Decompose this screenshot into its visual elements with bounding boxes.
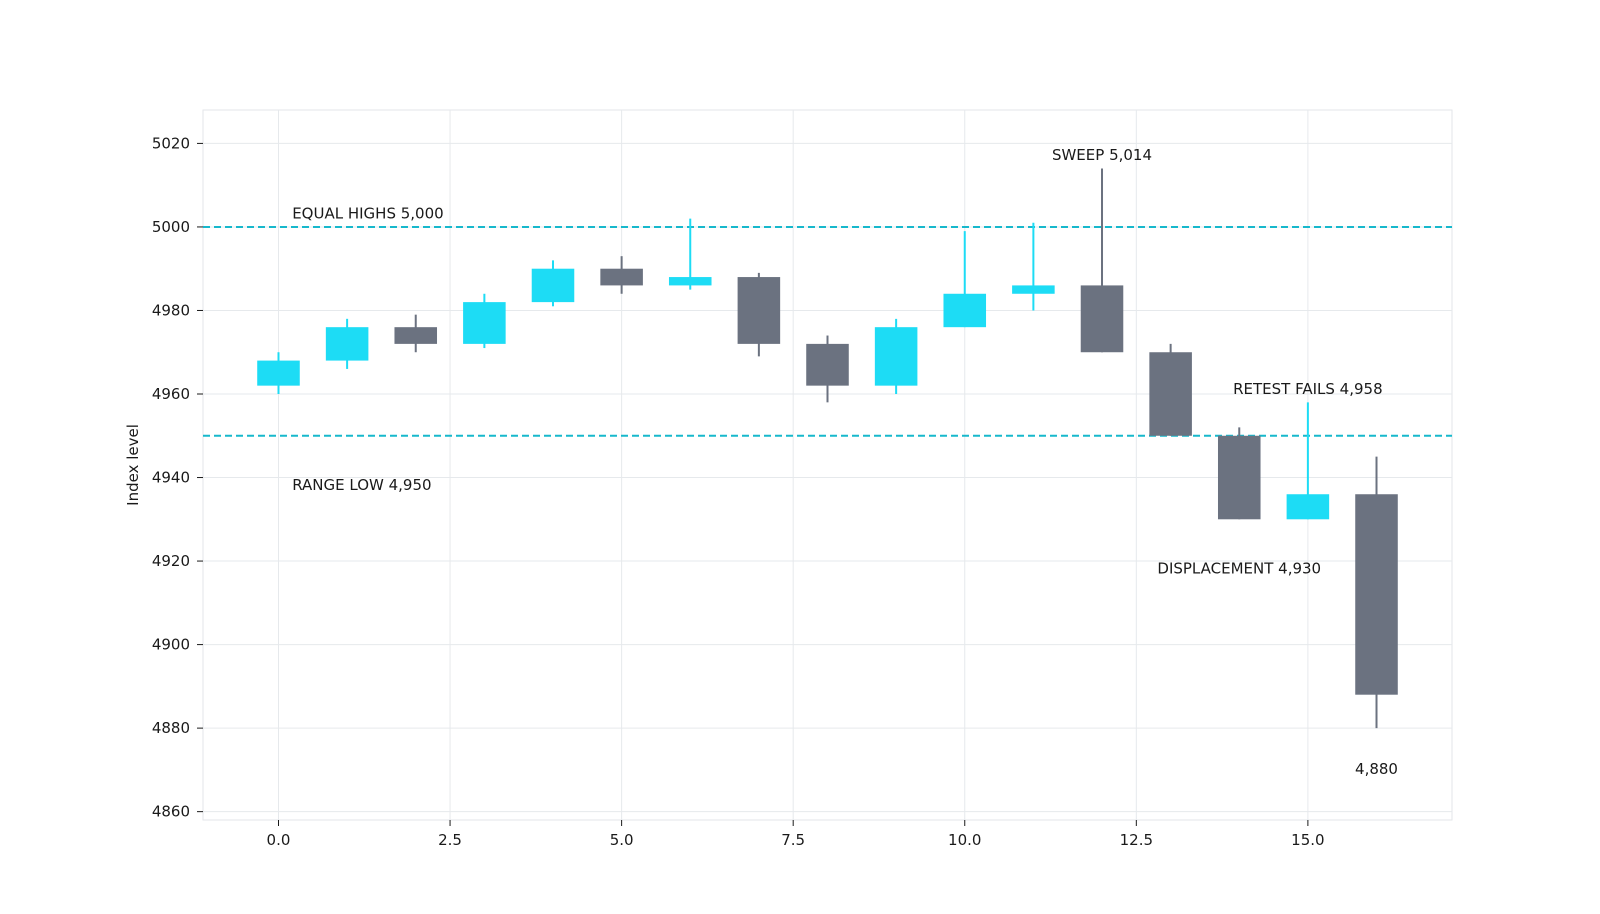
y-tick-label: 5020 — [152, 134, 190, 152]
y-tick-label: 4860 — [152, 803, 190, 821]
candle-body-down — [737, 277, 781, 344]
candle-body-down — [600, 268, 643, 286]
x-tick-label: 7.5 — [781, 831, 805, 849]
candle-body-up — [463, 302, 506, 344]
candle-body-up — [668, 277, 712, 286]
candle-body-up — [257, 360, 300, 386]
annotation-label: RANGE LOW 4,950 — [292, 476, 431, 494]
y-tick-label: 4900 — [152, 636, 190, 654]
x-tick-label: 2.5 — [438, 831, 462, 849]
y-tick-label: 4980 — [152, 301, 190, 319]
candle-body-down — [1149, 352, 1192, 436]
x-tick-label: 12.5 — [1120, 831, 1153, 849]
candle-body-up — [531, 268, 575, 303]
y-tick-label: 4960 — [152, 385, 190, 403]
annotation-label: RETEST FAILS 4,958 — [1233, 380, 1383, 398]
x-tick-label: 10.0 — [948, 831, 981, 849]
y-tick-label: 4940 — [152, 469, 190, 487]
y-axis-title: Index level — [124, 424, 142, 506]
y-tick-label: 4920 — [152, 552, 190, 570]
candle-body-down — [1217, 435, 1261, 520]
x-tick-label: 0.0 — [267, 831, 291, 849]
annotation-label: DISPLACEMENT 4,930 — [1157, 560, 1321, 578]
annotation-label: 4,880 — [1355, 760, 1398, 778]
y-tick-label: 4880 — [152, 719, 190, 737]
candle-body-up — [325, 327, 369, 361]
annotation-label: EQUAL HIGHS 5,000 — [292, 205, 444, 223]
candle-body-up — [874, 327, 918, 386]
candle-body-down — [394, 327, 438, 344]
candle-body-up — [943, 293, 987, 328]
annotation-label: SWEEP 5,014 — [1052, 146, 1152, 164]
candle-body-up — [1286, 494, 1330, 520]
candle-body-down — [1080, 285, 1124, 353]
x-tick-label: 5.0 — [610, 831, 634, 849]
x-tick-label: 15.0 — [1291, 831, 1324, 849]
candle-body-down — [806, 343, 849, 386]
candle-body-down — [1355, 494, 1398, 695]
candle-body-up — [1012, 285, 1055, 294]
y-tick-label: 5000 — [152, 218, 190, 236]
